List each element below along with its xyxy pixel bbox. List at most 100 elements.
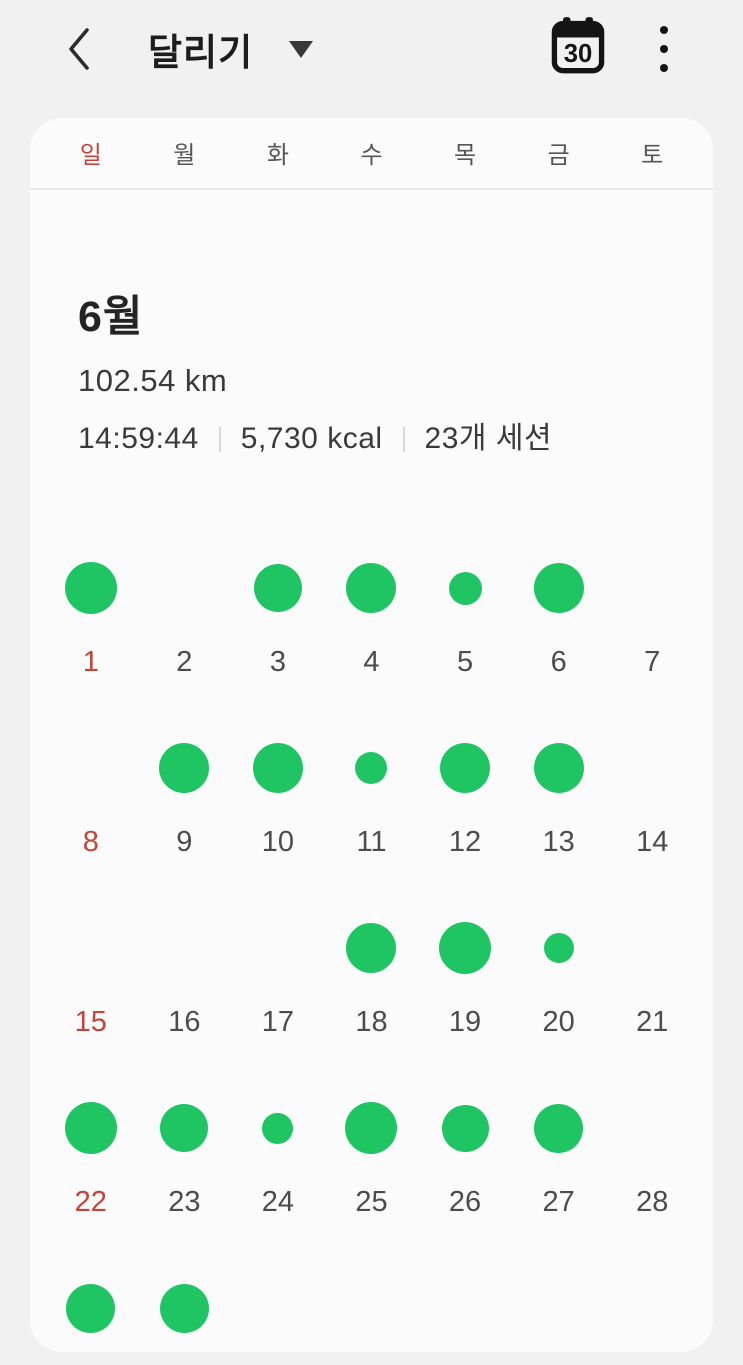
calendar-day-cell[interactable]: 12 [418, 714, 512, 894]
back-button[interactable] [52, 16, 104, 84]
weekday-label: 토 [641, 142, 664, 169]
activity-dot [346, 563, 397, 613]
activity-dot-zone [605, 1074, 699, 1182]
calendar-day-cell[interactable]: 4 [325, 534, 419, 714]
calendar-day-cell[interactable]: 26 [418, 1074, 512, 1254]
weekday-label: 금 [547, 142, 570, 169]
calendar-day-cell[interactable]: 7 [605, 534, 699, 714]
activity-dot [346, 923, 397, 973]
more-options-button[interactable] [642, 16, 686, 82]
day-number: 12 [448, 826, 482, 858]
month-duration: 14:59:44 [78, 422, 199, 455]
activity-dot-zone [605, 534, 699, 642]
day-number: 18 [355, 1006, 388, 1038]
weekday-label: 수 [360, 142, 383, 169]
calendar-day-cell[interactable]: 20 [512, 894, 606, 1074]
calendar-day-cell[interactable]: 2 [138, 534, 232, 714]
calendar-day-cell[interactable]: 23 [138, 1074, 232, 1254]
activity-dot [160, 1104, 209, 1152]
calendar-week-row: 8 9 10 11 12 13 14 [30, 714, 713, 894]
activity-dot-zone [44, 534, 138, 642]
day-number: 14 [636, 826, 669, 858]
activity-dot-zone [44, 714, 138, 822]
calendar-day-cell[interactable]: 25 [325, 1074, 419, 1254]
activity-dot-zone [418, 1254, 512, 1352]
activity-dot-zone [605, 1254, 699, 1352]
day-number: 10 [261, 826, 295, 858]
calendar-week-row: 22 23 24 25 26 27 28 [30, 1074, 713, 1254]
activity-dot-zone [231, 1074, 325, 1182]
calendar-day-cell[interactable] [231, 1254, 325, 1352]
calendar-day-cell[interactable]: 18 [325, 894, 419, 1074]
activity-dot-zone [325, 714, 419, 822]
calendar-day-number: 30 [564, 40, 593, 68]
calendar-day-cell[interactable] [44, 1254, 138, 1352]
day-number: 23 [168, 1186, 201, 1218]
weekday-label: 일 [79, 142, 102, 169]
calendar-day-cell[interactable]: 21 [605, 894, 699, 1074]
calendar-day-cell[interactable]: 10 [231, 714, 325, 894]
calendar-day-cell[interactable]: 3 [231, 534, 325, 714]
calendar-grid: 1 2 3 4 5 6 7 8 9 10 11 12 13 14 15 16 17 18 19 20 21 22 23 24 2… [30, 534, 713, 1352]
activity-dot-zone [512, 714, 606, 822]
activity-dot [64, 1102, 117, 1154]
day-number: 17 [261, 1006, 295, 1038]
activity-dot [533, 563, 584, 613]
activity-dot [440, 743, 491, 793]
day-number: 27 [542, 1186, 575, 1218]
month-summary: 6월 102.54 km 14:59:44 5,730 kcal 23개 세션 [78, 292, 713, 458]
activity-dot [448, 571, 482, 605]
month-title: 6월 [78, 293, 144, 341]
activity-dot-zone [138, 534, 232, 642]
calendar-day-cell[interactable]: 6 [512, 534, 606, 714]
calendar-day-cell[interactable]: 28 [605, 1074, 699, 1254]
day-number: 25 [355, 1186, 388, 1218]
calendar-day-cell[interactable]: 27 [512, 1074, 606, 1254]
activity-dot [253, 564, 302, 612]
calendar-today-button[interactable]: 30 [550, 16, 606, 78]
calendar-day-cell[interactable]: 5 [418, 534, 512, 714]
caret-down-icon [289, 40, 314, 58]
calendar-day-cell[interactable] [418, 1254, 512, 1352]
calendar-day-cell[interactable]: 1 [44, 534, 138, 714]
calendar-week-row [30, 1254, 713, 1352]
day-number: 1 [82, 646, 99, 678]
activity-dot [159, 1283, 209, 1333]
day-number: 21 [636, 1006, 669, 1038]
activity-dot [345, 1102, 398, 1154]
calendar-day-cell[interactable]: 24 [231, 1074, 325, 1254]
calendar-day-cell[interactable]: 19 [418, 894, 512, 1074]
calendar-day-cell[interactable] [605, 1254, 699, 1352]
activity-dot-zone [418, 714, 512, 822]
calendar-day-cell[interactable]: 11 [325, 714, 419, 894]
weekday-label: 목 [454, 142, 477, 169]
weekday-divider [30, 188, 713, 190]
day-number: 24 [261, 1186, 295, 1218]
calendar-day-cell[interactable]: 15 [44, 894, 138, 1074]
day-number: 28 [636, 1186, 669, 1218]
chevron-left-icon [64, 26, 92, 75]
day-number: 19 [448, 1006, 482, 1038]
calendar-day-cell[interactable]: 14 [605, 714, 699, 894]
calendar-week-row: 15 16 17 18 19 20 21 [30, 894, 713, 1074]
activity-dot-zone [231, 714, 325, 822]
app-header: 달리기 30 [0, 0, 743, 118]
activity-dot-zone [231, 534, 325, 642]
calendar-day-cell[interactable]: 17 [231, 894, 325, 1074]
activity-dot [439, 922, 492, 974]
calendar-day-cell[interactable] [512, 1254, 606, 1352]
calendar-day-cell[interactable]: 9 [138, 714, 232, 894]
activity-dot-zone [44, 1074, 138, 1182]
calendar-day-cell[interactable]: 13 [512, 714, 606, 894]
month-sessions: 23개 세션 [424, 422, 553, 455]
calendar-day-cell[interactable]: 16 [138, 894, 232, 1074]
calendar-day-cell[interactable] [325, 1254, 419, 1352]
calendar-day-cell[interactable]: 22 [44, 1074, 138, 1254]
month-calendar-card: 일 월 화 수 목 금 토 6월 102.54 km 14:59:44 5,730 kcal… [30, 118, 713, 1352]
activity-dot [252, 743, 303, 793]
activity-type-dropdown[interactable]: 달리기 [148, 14, 314, 84]
calendar-day-cell[interactable]: 8 [44, 714, 138, 894]
activity-dot-zone [418, 894, 512, 1002]
activity-dot-zone [138, 1074, 232, 1182]
calendar-day-cell[interactable] [138, 1254, 232, 1352]
